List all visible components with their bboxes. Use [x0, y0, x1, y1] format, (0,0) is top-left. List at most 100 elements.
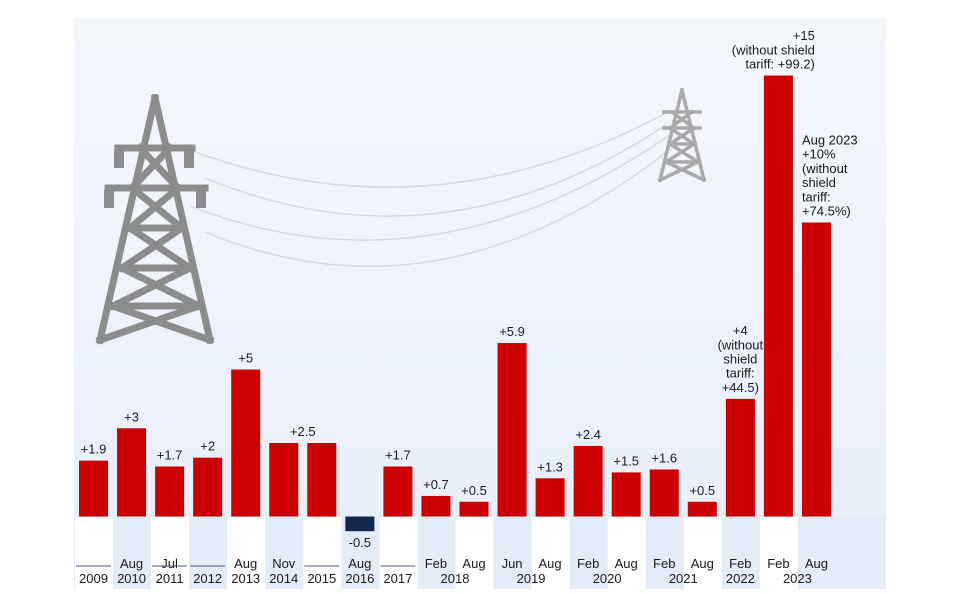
x-tick-month: Feb: [767, 556, 789, 571]
value-label: +10%: [802, 147, 836, 162]
insulator-icons: [104, 150, 206, 208]
x-tick-month: Jul: [161, 556, 178, 571]
value-label: +0.5: [461, 483, 487, 498]
bar: [801, 222, 831, 517]
category-bands: [75, 517, 798, 589]
x-tick-month: Aug: [462, 556, 485, 571]
x-tick-year: 2014: [269, 571, 298, 586]
bar: [725, 398, 755, 517]
value-label: +74.5%): [802, 204, 851, 219]
category-band: [759, 517, 798, 589]
value-label: +1.7: [157, 448, 183, 463]
value-label: (without: [718, 337, 764, 352]
value-label: +0.7: [423, 477, 449, 492]
x-tick-year: 2010: [117, 571, 146, 586]
bar: [79, 460, 108, 517]
value-label: +0.5: [689, 483, 715, 498]
x-tick-year-group: 2023: [783, 571, 812, 586]
value-labels: +1.9 +3 +1.7 +2 +5 +2.5 -0.5 +1.7 +0.7 +0.5 +5.9 +1…: [81, 28, 858, 550]
value-label: shield: [802, 175, 836, 190]
bar: [345, 516, 375, 532]
x-tick-month: Aug: [615, 556, 638, 571]
x-tick-month: Feb: [425, 556, 447, 571]
pylon-far-icon: [657, 87, 707, 183]
bar: [535, 478, 565, 517]
bar: [497, 343, 527, 517]
x-tick-month: Aug: [805, 556, 828, 571]
pylon-near-icon: [95, 93, 215, 345]
x-tick-year-group: 2020: [593, 571, 622, 586]
value-label: +2: [200, 439, 215, 454]
bar: [231, 369, 261, 517]
x-tick-month: Aug: [120, 556, 143, 571]
category-band: [531, 517, 570, 589]
value-label: tariff:: [802, 189, 831, 204]
category-band: [227, 517, 266, 589]
x-tick-year: 2022: [726, 571, 755, 586]
bar: [193, 457, 223, 517]
x-tick-year: 2013: [231, 571, 260, 586]
bar: [573, 445, 603, 517]
x-tick-year: 2011: [156, 571, 184, 586]
value-label: +1.3: [537, 459, 563, 474]
x-tick-year: 2016: [345, 571, 374, 586]
category-band: [607, 517, 646, 589]
bar: [687, 501, 717, 517]
power-lines: [189, 111, 673, 267]
value-label: -0.5: [349, 535, 371, 550]
category-band: [75, 517, 114, 589]
category-band: [683, 517, 722, 589]
x-tick-year: 2009: [79, 571, 108, 586]
value-label: shield: [723, 352, 757, 367]
category-band: [303, 517, 342, 589]
x-tick-year-group: 2021: [669, 571, 698, 586]
value-label: +5.9: [499, 324, 525, 339]
value-label: +2.5: [290, 424, 316, 439]
bar: [155, 466, 185, 517]
value-label: tariff: +99.2): [745, 57, 815, 72]
value-label: +1.5: [613, 453, 639, 468]
bar: [763, 75, 793, 517]
bar: [649, 469, 679, 517]
x-tick-year-group: 2018: [441, 571, 470, 586]
x-tick-year: 2012: [193, 571, 222, 586]
bars: [79, 75, 831, 532]
bar: [307, 443, 337, 517]
x-tick-month: Jun: [502, 556, 523, 571]
bar: [117, 428, 147, 517]
x-tick-month: Feb: [653, 556, 675, 571]
value-label: +1.9: [81, 442, 107, 457]
value-label: +15: [793, 28, 815, 43]
category-band: [151, 517, 190, 589]
x-tick-month: Nov: [272, 556, 296, 571]
value-label: +5: [238, 351, 253, 366]
x-tick-month: Feb: [577, 556, 599, 571]
value-label: Aug 2023: [802, 133, 858, 148]
x-tick-month: Aug: [539, 556, 562, 571]
value-label: +4: [733, 323, 748, 338]
x-tick-month: Aug: [234, 556, 257, 571]
x-tick-month: Feb: [729, 556, 751, 571]
bar: [459, 501, 489, 517]
value-label: (without shield: [732, 42, 815, 57]
x-tick-year-group: 2019: [517, 571, 546, 586]
x-tick-month: Aug: [348, 556, 371, 571]
category-band: [455, 517, 494, 589]
x-tick-year: 2015: [307, 571, 336, 586]
value-label: +1.6: [651, 450, 677, 465]
x-tick-month: Aug: [691, 556, 714, 571]
value-label: +2.4: [575, 427, 601, 442]
value-label: +44.5): [722, 380, 759, 395]
value-label: +3: [124, 409, 139, 424]
bar: [421, 495, 451, 517]
value-label: (without: [802, 161, 848, 176]
value-label: tariff:: [726, 366, 755, 381]
value-label: +1.7: [385, 448, 411, 463]
category-band: [379, 517, 418, 589]
bar: [383, 466, 413, 517]
x-tick-year: 2017: [383, 571, 412, 586]
bar: [611, 472, 641, 517]
